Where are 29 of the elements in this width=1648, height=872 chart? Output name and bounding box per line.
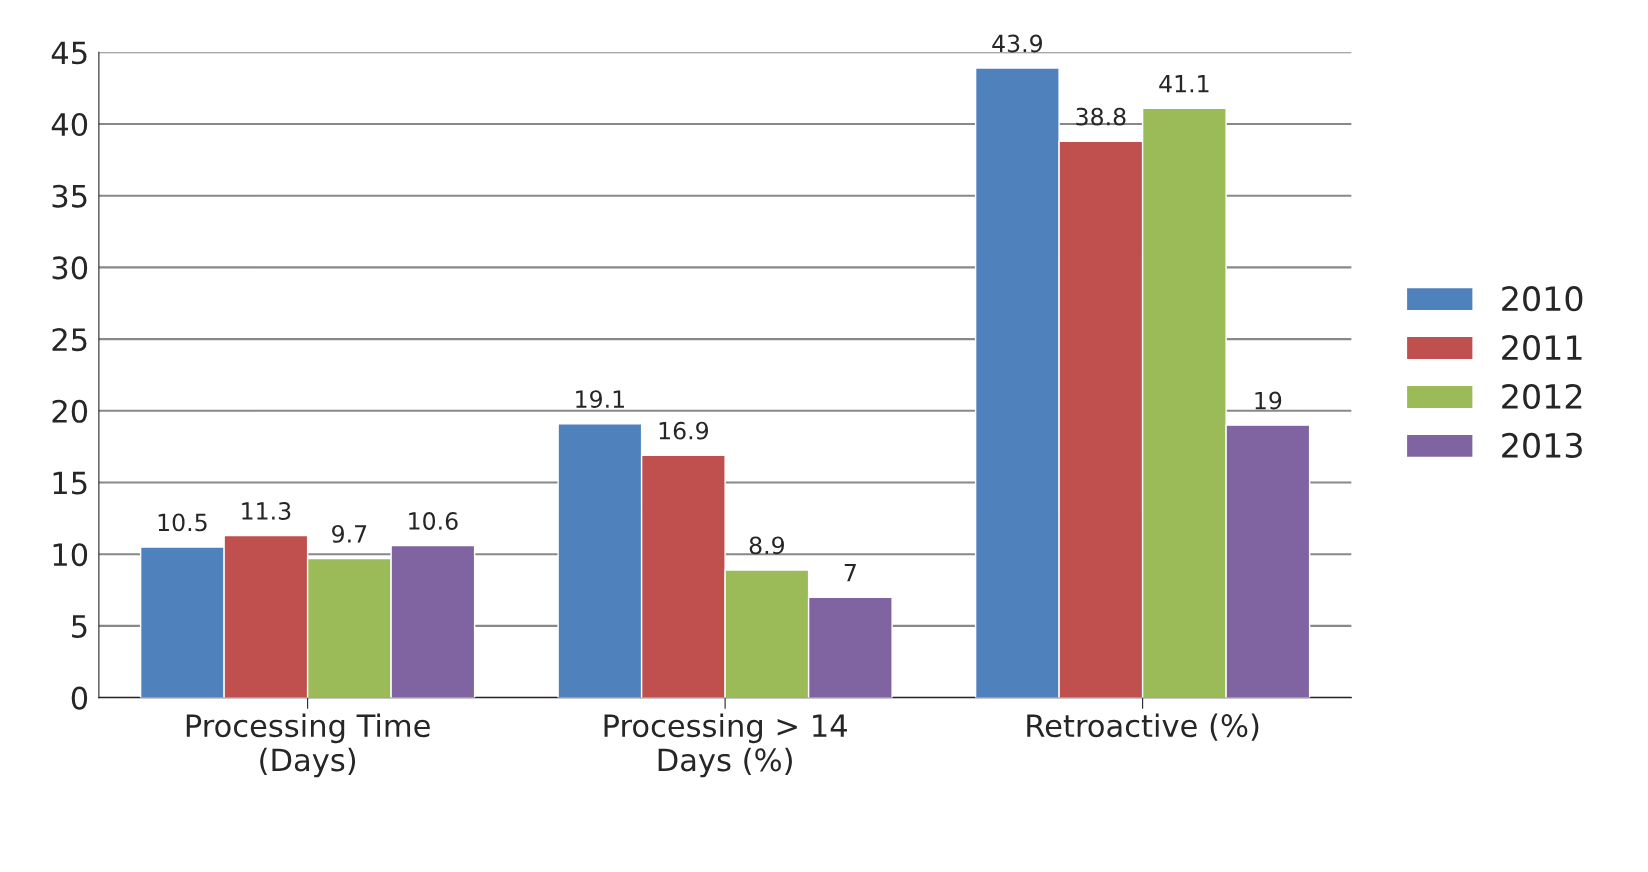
data-label: 9.7 — [332, 524, 367, 543]
x-tick-label: Retroactive (%) — [1027, 713, 1259, 741]
legend-label: 2011 — [1502, 334, 1582, 361]
legend-label: 2010 — [1502, 286, 1583, 312]
y-tick-label: 0 — [71, 686, 88, 710]
y-tick-label: 10 — [53, 543, 88, 567]
y-tick-label: 35 — [52, 184, 87, 208]
y-tick-label: 25 — [52, 328, 87, 352]
x-tick-label: Processing > 14 Days (%) — [604, 713, 847, 778]
data-label: 41.1 — [1159, 75, 1209, 93]
data-label: 7 — [844, 563, 856, 582]
data-label: 38.8 — [1076, 107, 1126, 126]
y-tick-label: 45 — [51, 41, 87, 65]
y-tick-label: 20 — [52, 399, 88, 423]
data-label: 16.9 — [659, 421, 708, 440]
legend-label: 2012 — [1502, 383, 1582, 410]
data-label: 11.3 — [242, 502, 291, 520]
data-label: 10.5 — [158, 513, 207, 532]
data-label: 19.1 — [576, 390, 624, 409]
data-label: 19 — [1255, 391, 1282, 410]
legend-label: 2013 — [1502, 432, 1582, 459]
y-tick-label: 15 — [53, 471, 87, 495]
y-tick-label: 40 — [51, 112, 88, 137]
y-tick-label: 30 — [52, 256, 88, 280]
y-tick-label: 5 — [72, 615, 87, 638]
data-label: 8.9 — [749, 536, 784, 555]
x-tick-label: Processing Time (Days) — [186, 713, 430, 778]
data-label: 10.6 — [409, 512, 458, 530]
data-label: 43.9 — [992, 34, 1042, 53]
